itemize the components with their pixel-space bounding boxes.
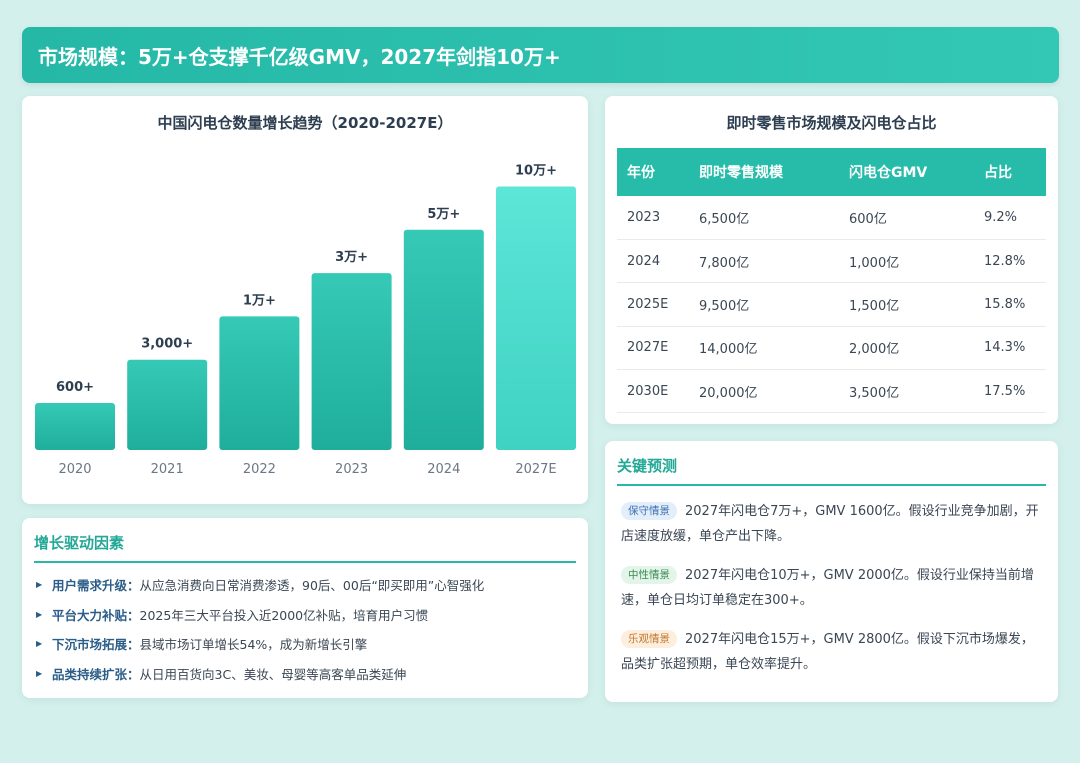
col-header-retail-size: 即时零售规模 (699, 165, 783, 181)
cell-year: 2023 (617, 196, 689, 240)
market-table-card: 即时零售市场规模及闪电仓占比 年份 即时零售规模 闪电仓GMV 占比 2023 … (605, 96, 1058, 424)
driver-text: 从日用百货向3C、美妆、母婴等高客单品类延伸 (139, 666, 407, 682)
warehouse-growth-chart-card: 中国闪电仓数量增长趋势（2020-2027E） 600+ 2020 3,000+ 20… (22, 96, 588, 504)
table-header-row: 年份 即时零售规模 闪电仓GMV 占比 (617, 148, 1046, 196)
cell-retail-size: 20,000亿 (689, 369, 839, 414)
cell-gmv: 2,000亿 (839, 326, 974, 371)
triangle-bullet-icon: ▶ (36, 580, 43, 590)
cell-gmv: 1,000亿 (839, 239, 974, 284)
cell-ratio: 12.8% (974, 239, 1046, 284)
col-header-gmv: 闪电仓GMV (849, 165, 928, 181)
x-tick-label: 2027E (515, 462, 556, 477)
cell-gmv: 600亿 (839, 196, 974, 240)
list-item: ▶ 品类持续扩张： 从日用百货向3C、美妆、母婴等高客单品类延伸 (36, 659, 576, 689)
scenario-text: 2027年闪电仓7万+，GMV 1600亿。假设行业竞争加剧，开店速度放缓，单仓… (621, 504, 1039, 544)
scenario-list: 保守情景 2027年闪电仓7万+，GMV 1600亿。假设行业竞争加剧，开店速度放… (621, 499, 1044, 691)
col-header-year: 年份 (627, 165, 655, 181)
cell-retail-size: 9,500亿 (689, 282, 839, 327)
scenario-text: 2027年闪电仓10万+，GMV 2000亿。假设行业保持当前增速，单仓日均订单… (621, 568, 1034, 608)
chart-title: 中国闪电仓数量增长趋势（2020-2027E） (157, 114, 453, 132)
col-header-ratio: 占比 (984, 165, 1012, 181)
drivers-title: 增长驱动因素 (34, 532, 576, 563)
scenario-conservative: 保守情景 2027年闪电仓7万+，GMV 1600亿。假设行业竞争加剧，开店速度放… (621, 499, 1044, 549)
triangle-bullet-icon: ▶ (36, 609, 43, 619)
scenario-badge: 保守情景 (621, 502, 677, 520)
cell-retail-size: 6,500亿 (689, 196, 839, 240)
cell-ratio: 15.8% (974, 282, 1046, 327)
forecast-title: 关键预测 (617, 455, 1046, 486)
table-row: 2024 7,800亿 1,000亿 12.8% (617, 239, 1046, 284)
driver-label: 平台大力补贴： (52, 607, 140, 623)
cell-gmv: 1,500亿 (839, 282, 974, 327)
table-row: 2027E 14,000亿 2,000亿 14.3% (617, 326, 1046, 371)
table-row: 2023 6,500亿 600亿 9.2% (617, 196, 1046, 240)
x-tick-label: 2024 (427, 462, 460, 477)
scenario-badge: 乐观情景 (621, 630, 677, 648)
bar-2021 (127, 359, 208, 450)
data-label: 3,000+ (141, 337, 193, 352)
triangle-bullet-icon: ▶ (36, 639, 43, 649)
scenario-neutral: 中性情景 2027年闪电仓10万+，GMV 2000亿。假设行业保持当前增速，单仓… (621, 563, 1044, 613)
data-label: 10万+ (515, 164, 557, 179)
bar-2022 (219, 316, 300, 450)
cell-year: 2030E (617, 369, 689, 414)
x-tick-label: 2021 (151, 462, 184, 477)
driver-text: 从应急消费向日常消费渗透，90后、00后“即买即用”心智强化 (139, 578, 485, 594)
cell-ratio: 14.3% (974, 326, 1046, 371)
bar-chart: 600+ 2020 3,000+ 2021 1万+ 2022 3万+ 2023 5万+ 2024 1… (35, 164, 576, 477)
scenario-badge: 中性情景 (621, 566, 677, 584)
driver-text: 2025年三大平台投入近2000亿补贴，培育用户习惯 (139, 607, 429, 623)
page-header: 市场规模：5万+仓支撑千亿级GMV，2027年剑指10万+ (22, 27, 1059, 83)
bar-2023 (311, 273, 392, 450)
table-title: 即时零售市场规模及闪电仓占比 (726, 114, 937, 132)
key-forecast-card: 关键预测 保守情景 2027年闪电仓7万+，GMV 1600亿。假设行业竞争加剧，… (605, 441, 1058, 702)
page-title: 市场规模：5万+仓支撑千亿级GMV，2027年剑指10万+ (38, 44, 561, 69)
table-row: 2030E 20,000亿 3,500亿 17.5% (617, 369, 1046, 414)
drivers-list: ▶ 用户需求升级： 从应急消费向日常消费渗透，90后、00后“即买即用”心智强化… (36, 570, 576, 688)
data-label: 1万+ (243, 293, 276, 308)
cell-year: 2025E (617, 282, 689, 327)
list-item: ▶ 用户需求升级： 从应急消费向日常消费渗透，90后、00后“即买即用”心智强化 (36, 570, 576, 600)
bar-2020 (35, 403, 115, 450)
cell-retail-size: 7,800亿 (689, 239, 839, 284)
bar-2024 (403, 229, 484, 450)
cell-year: 2024 (617, 239, 689, 284)
list-item: ▶ 下沉市场拓展： 县域市场订单增长54%，成为新增长引擎 (36, 629, 576, 659)
data-label: 3万+ (335, 250, 368, 265)
growth-drivers-card: 增长驱动因素 ▶ 用户需求升级： 从应急消费向日常消费渗透，90后、00后“即买… (22, 518, 588, 698)
driver-text: 县域市场订单增长54%，成为新增长引擎 (139, 637, 368, 653)
data-label: 5万+ (427, 207, 460, 222)
list-item: ▶ 平台大力补贴： 2025年三大平台投入近2000亿补贴，培育用户习惯 (36, 600, 576, 630)
table-row: 2025E 9,500亿 1,500亿 15.8% (617, 282, 1046, 327)
bar-2027E (496, 186, 576, 450)
x-tick-label: 2020 (58, 462, 91, 477)
cell-ratio: 9.2% (974, 196, 1046, 240)
x-tick-label: 2023 (335, 462, 368, 477)
cell-gmv: 3,500亿 (839, 369, 974, 414)
cell-ratio: 17.5% (974, 369, 1046, 414)
driver-label: 品类持续扩张： (52, 666, 140, 682)
data-label: 600+ (56, 380, 94, 395)
scenario-optimistic: 乐观情景 2027年闪电仓15万+，GMV 2800亿。假设下沉市场爆发，品类扩张… (621, 627, 1044, 677)
x-tick-label: 2022 (243, 462, 276, 477)
market-size-table: 年份 即时零售规模 闪电仓GMV 占比 2023 6,500亿 600亿 9.2… (617, 148, 1046, 414)
driver-label: 下沉市场拓展： (52, 637, 140, 653)
cell-retail-size: 14,000亿 (689, 326, 839, 371)
triangle-bullet-icon: ▶ (36, 668, 43, 678)
cell-year: 2027E (617, 326, 689, 371)
scenario-text: 2027年闪电仓15万+，GMV 2800亿。假设下沉市场爆发，品类扩张超预期，… (621, 632, 1034, 672)
driver-label: 用户需求升级： (52, 578, 140, 594)
